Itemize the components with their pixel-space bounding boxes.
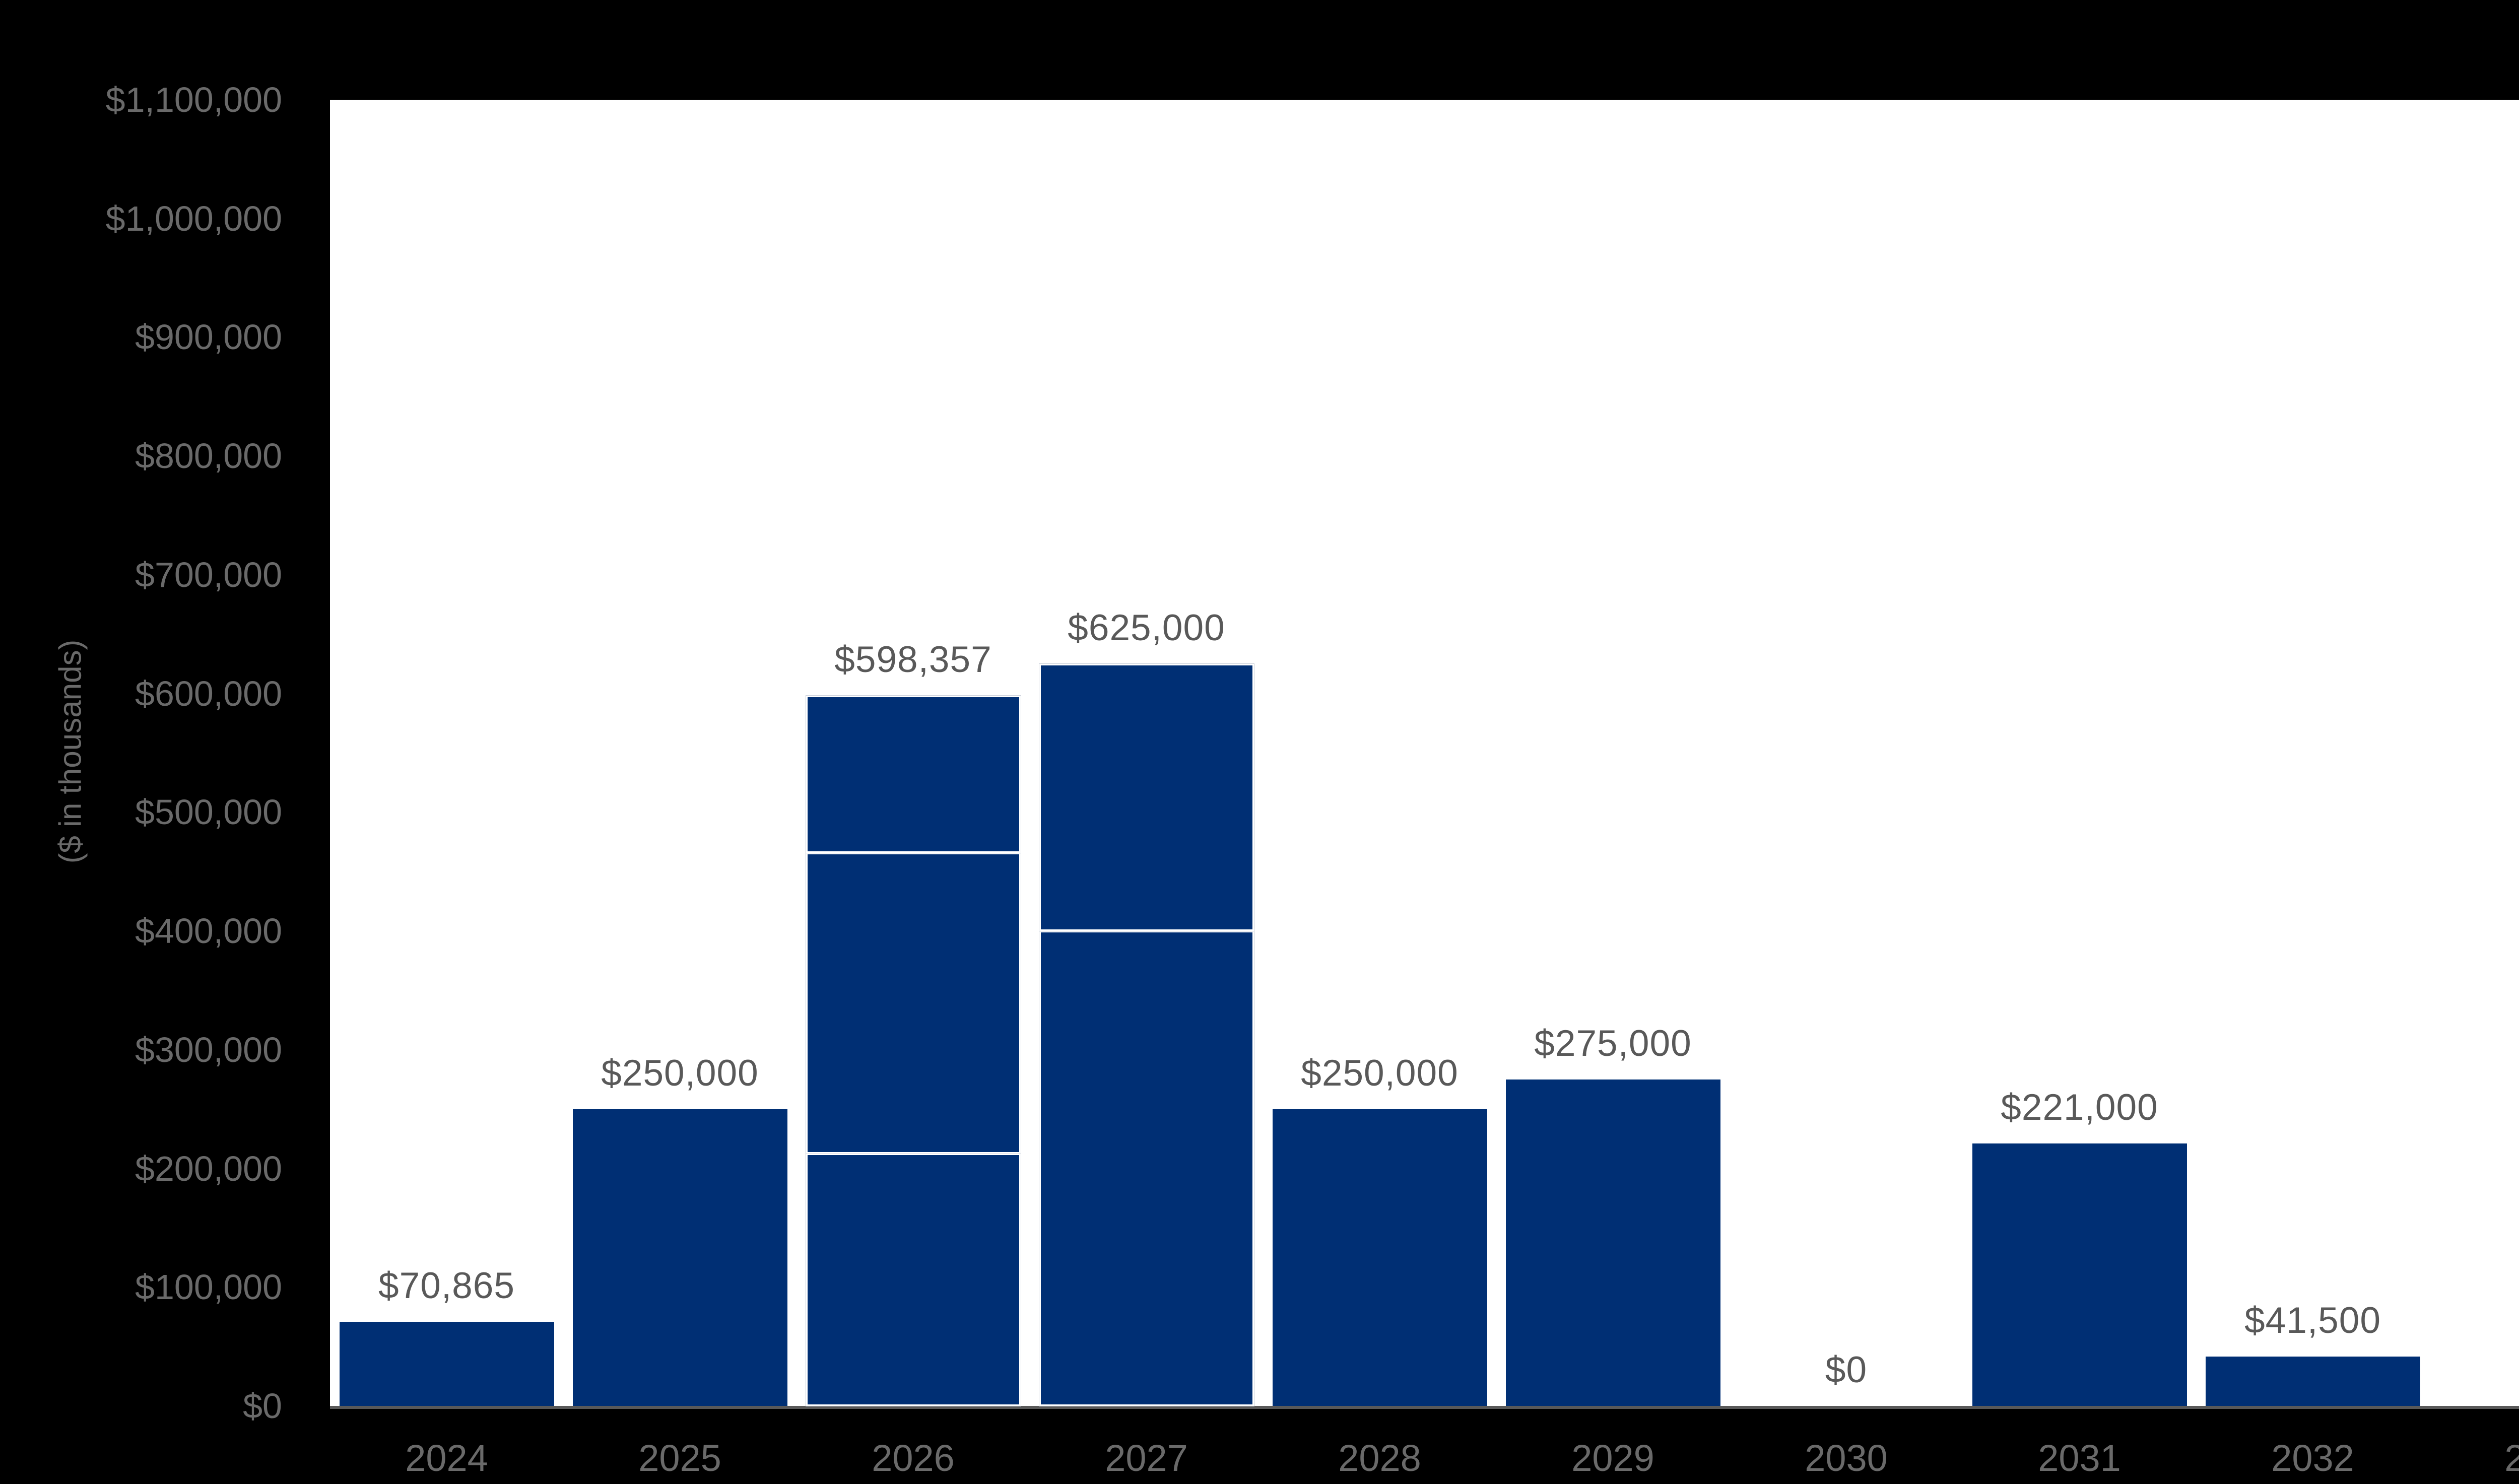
bar-value-label-2027: $625,000 bbox=[1068, 607, 1225, 648]
y-tick-label: $700,000 bbox=[135, 555, 282, 594]
y-tick-label: $300,000 bbox=[135, 1030, 282, 1069]
bar-2025 bbox=[572, 1109, 787, 1406]
bar-value-label-2031: $221,000 bbox=[2001, 1087, 2158, 1128]
bar-2029 bbox=[1505, 1079, 1720, 1406]
x-tick-label: 2028 bbox=[1338, 1437, 1421, 1479]
bar-value-label-2025: $250,000 bbox=[601, 1052, 759, 1094]
x-tick-label: 2027 bbox=[1105, 1437, 1188, 1479]
bar-value-label-2032: $41,500 bbox=[2244, 1300, 2381, 1341]
bar-2024 bbox=[339, 1321, 554, 1406]
x-tick-label: 2029 bbox=[1571, 1437, 1654, 1479]
x-axis-line bbox=[330, 1406, 2519, 1409]
y-tick-label: $1,100,000 bbox=[105, 80, 282, 119]
bar-2028 bbox=[1272, 1109, 1487, 1406]
y-tick-label: $100,000 bbox=[135, 1267, 282, 1307]
y-tick-label: $0 bbox=[243, 1386, 282, 1426]
bar-segment-2027 bbox=[1038, 663, 1254, 932]
x-tick-label: 2024 bbox=[405, 1437, 488, 1479]
x-tick-label: 2026 bbox=[872, 1437, 955, 1479]
x-tick-label: 2030 bbox=[1805, 1437, 1888, 1479]
bar-segment-2026 bbox=[805, 852, 1021, 1155]
y-tick-label: $600,000 bbox=[135, 673, 282, 713]
bar-segment-2026 bbox=[805, 1153, 1021, 1406]
bar-segment-2027 bbox=[1038, 930, 1254, 1406]
x-tick-label: 2025 bbox=[638, 1437, 721, 1479]
bar-2031 bbox=[1972, 1143, 2187, 1406]
x-tick-label: 2031 bbox=[2038, 1437, 2121, 1479]
bar-value-label-2029: $275,000 bbox=[1534, 1023, 1692, 1064]
y-tick-label: $500,000 bbox=[135, 792, 282, 832]
bar-segment-2026 bbox=[805, 695, 1021, 853]
x-tick-label: 2032 bbox=[2271, 1437, 2354, 1479]
y-tick-label: $800,000 bbox=[135, 436, 282, 476]
bar-value-label-2030: $0 bbox=[1825, 1350, 1868, 1390]
y-tick-label: $900,000 bbox=[135, 317, 282, 357]
y-tick-label: $200,000 bbox=[135, 1149, 282, 1188]
y-tick-label: $400,000 bbox=[135, 911, 282, 951]
bar-value-label-2026: $598,357 bbox=[834, 639, 992, 680]
bar-value-label-2024: $70,865 bbox=[378, 1265, 515, 1306]
x-tick-label: 2033 bbox=[2504, 1437, 2519, 1479]
y-tick-label: $1,000,000 bbox=[105, 198, 282, 238]
bar-2032 bbox=[2205, 1357, 2420, 1406]
bar-value-label-2028: $250,000 bbox=[1301, 1052, 1459, 1094]
